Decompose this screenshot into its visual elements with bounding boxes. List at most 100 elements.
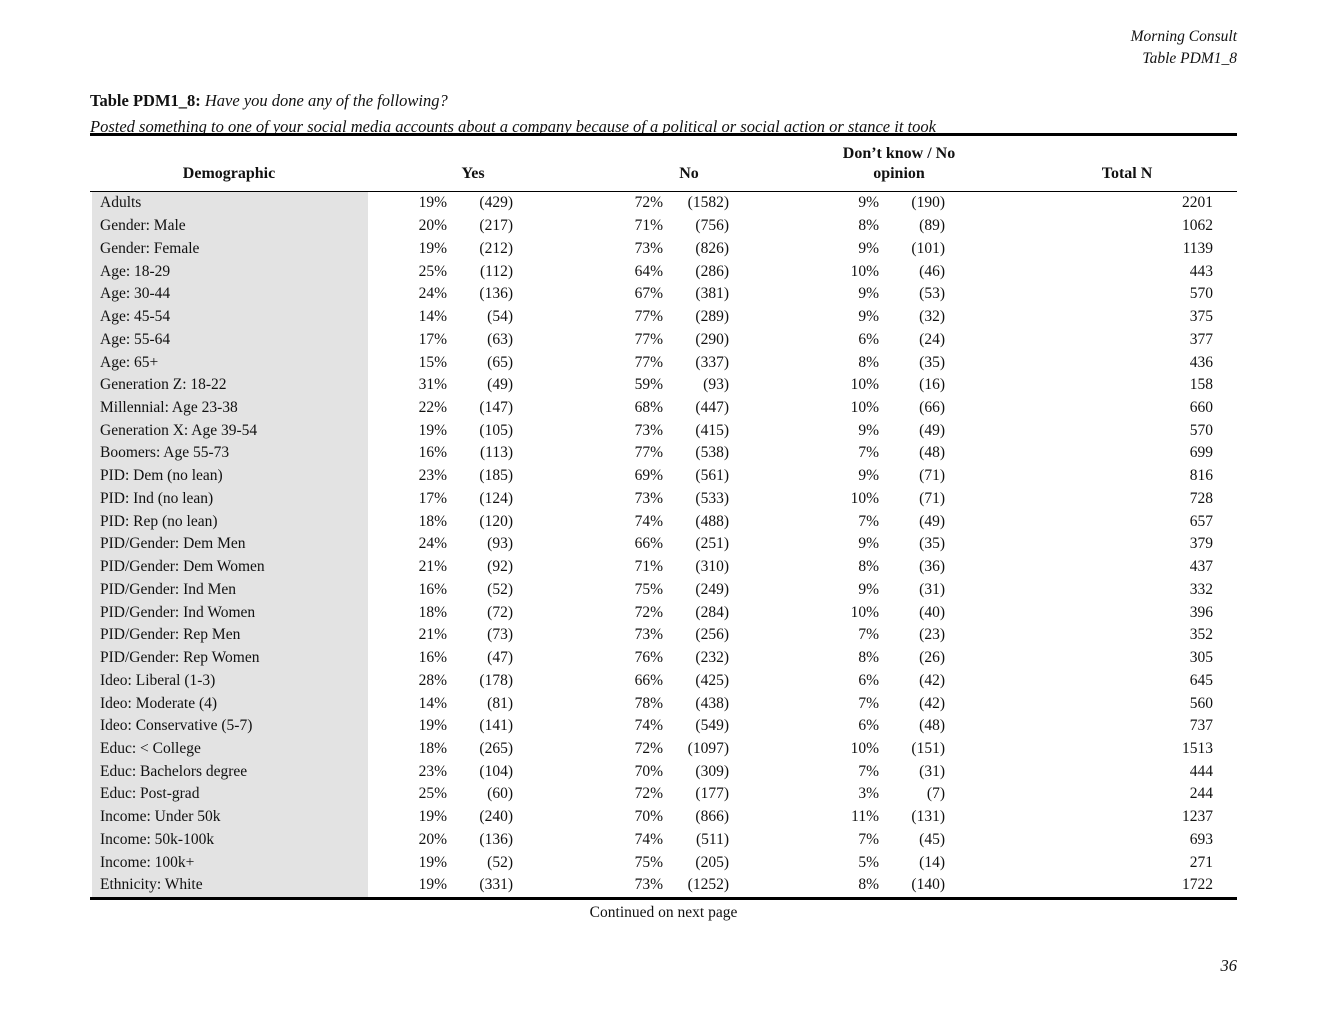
dont-know-count-cell: (48) [919, 444, 945, 462]
table-row: PID/Gender: Rep Men 21% (73) 73% (256) 7… [90, 624, 1237, 647]
dont-know-percent-cell: 7% [858, 512, 879, 530]
dont-know-count-cell: (24) [919, 330, 945, 348]
table-row: Income: 100k+ 19% (52) 75% (205) 5% (14)… [90, 851, 1237, 874]
yes-percent-cell: 17% [418, 489, 447, 507]
table-row: PID: Rep (no lean) 18% (120) 74% (488) 7… [90, 510, 1237, 533]
no-count-cell: (549) [695, 717, 729, 735]
no-count-cell: (256) [695, 626, 729, 644]
yes-count-cell: (52) [487, 853, 513, 871]
no-count-cell: (533) [695, 489, 729, 507]
yes-count-cell: (265) [479, 739, 513, 757]
no-percent-cell: 74% [634, 512, 663, 530]
no-percent-cell: 77% [634, 444, 663, 462]
yes-percent-cell: 23% [418, 762, 447, 780]
total-n-cell: 560 [1189, 694, 1213, 712]
no-count-cell: (286) [695, 262, 729, 280]
yes-count-cell: (73) [487, 626, 513, 644]
dont-know-percent-cell: 10% [850, 603, 879, 621]
dont-know-count-cell: (46) [919, 262, 945, 280]
no-count-cell: (488) [695, 512, 729, 530]
row-demographic-label: Age: 18-29 [100, 262, 171, 280]
row-demographic-label: Gender: Male [100, 217, 186, 235]
dont-know-percent-cell: 9% [858, 308, 879, 326]
dont-know-percent-cell: 3% [858, 785, 879, 803]
row-demographic-label: PID: Ind (no lean) [100, 489, 214, 507]
total-n-cell: 570 [1189, 285, 1213, 303]
dont-know-count-cell: (101) [911, 239, 945, 257]
dont-know-count-cell: (66) [919, 398, 945, 416]
no-percent-cell: 69% [634, 467, 663, 485]
yes-count-cell: (124) [479, 489, 513, 507]
row-demographic-label: PID/Gender: Ind Men [100, 580, 237, 598]
no-percent-cell: 59% [634, 376, 663, 394]
yes-count-cell: (147) [479, 398, 513, 416]
dont-know-percent-cell: 6% [858, 330, 879, 348]
row-demographic-label: PID/Gender: Rep Women [100, 649, 260, 667]
no-percent-cell: 73% [634, 239, 663, 257]
yes-percent-cell: 18% [418, 603, 447, 621]
total-n-cell: 271 [1189, 853, 1213, 871]
dont-know-percent-cell: 10% [850, 398, 879, 416]
table-title-question: Have you done any of the following? [204, 91, 448, 110]
table-row: PID: Dem (no lean) 23% (185) 69% (561) 9… [90, 465, 1237, 488]
dont-know-percent-cell: 7% [858, 694, 879, 712]
row-demographic-label: PID/Gender: Dem Women [100, 558, 265, 576]
row-demographic-label: Ethnicity: White [100, 876, 203, 894]
dont-know-count-cell: (140) [911, 876, 945, 894]
row-demographic-label: Income: Under 50k [100, 808, 221, 826]
no-count-cell: (93) [703, 376, 729, 394]
total-n-cell: 158 [1189, 376, 1213, 394]
total-n-cell: 1513 [1182, 739, 1213, 757]
dont-know-percent-cell: 9% [858, 580, 879, 598]
yes-count-cell: (429) [479, 194, 513, 212]
total-n-cell: 816 [1189, 467, 1213, 485]
dont-know-percent-cell: 9% [858, 535, 879, 553]
bottom-rule [90, 896, 1237, 900]
no-count-cell: (284) [695, 603, 729, 621]
row-demographic-label: PID/Gender: Ind Women [100, 603, 256, 621]
dont-know-count-cell: (36) [919, 558, 945, 576]
yes-percent-cell: 23% [418, 467, 447, 485]
table-row: PID/Gender: Rep Women 16% (47) 76% (232)… [90, 647, 1237, 670]
dont-know-percent-cell: 7% [858, 762, 879, 780]
no-count-cell: (251) [695, 535, 729, 553]
no-count-cell: (310) [695, 558, 729, 576]
table-title-block: Table PDM1_8: Have you done any of the f… [90, 88, 1240, 140]
total-n-cell: 352 [1189, 626, 1213, 644]
brand-name: Morning Consult [1130, 28, 1237, 45]
yes-count-cell: (47) [487, 649, 513, 667]
table-title-line: Table PDM1_8: Have you done any of the f… [90, 88, 1240, 114]
dont-know-percent-cell: 9% [858, 194, 879, 212]
dont-know-count-cell: (71) [919, 467, 945, 485]
table-row: Ideo: Moderate (4) 14% (81) 78% (438) 7%… [90, 692, 1237, 715]
total-n-cell: 2201 [1182, 194, 1213, 212]
yes-count-cell: (72) [487, 603, 513, 621]
table-row: PID/Gender: Ind Men 16% (52) 75% (249) 9… [90, 578, 1237, 601]
yes-percent-cell: 16% [418, 580, 447, 598]
dont-know-percent-cell: 10% [850, 262, 879, 280]
yes-percent-cell: 22% [418, 398, 447, 416]
dont-know-percent-cell: 7% [858, 444, 879, 462]
total-n-cell: 570 [1189, 421, 1213, 439]
table-row: Gender: Female 19% (212) 73% (826) 9% (1… [90, 237, 1237, 260]
total-n-cell: 728 [1189, 489, 1213, 507]
yes-percent-cell: 21% [418, 626, 447, 644]
no-percent-cell: 72% [634, 194, 663, 212]
dont-know-percent-cell: 8% [858, 876, 879, 894]
dont-know-percent-cell: 10% [850, 376, 879, 394]
dont-know-percent-cell: 11% [851, 808, 879, 826]
table-row: Age: 30-44 24% (136) 67% (381) 9% (53) 5… [90, 283, 1237, 306]
yes-count-cell: (331) [479, 876, 513, 894]
yes-percent-cell: 18% [418, 739, 447, 757]
dont-know-count-cell: (31) [919, 762, 945, 780]
no-percent-cell: 73% [634, 489, 663, 507]
yes-count-cell: (120) [479, 512, 513, 530]
yes-percent-cell: 15% [418, 353, 447, 371]
yes-count-cell: (240) [479, 808, 513, 826]
table-row: Educ: < College 18% (265) 72% (1097) 10%… [90, 738, 1237, 761]
row-demographic-label: Income: 50k-100k [100, 830, 215, 848]
dont-know-count-cell: (190) [911, 194, 945, 212]
table-row: Age: 45-54 14% (54) 77% (289) 9% (32) 37… [90, 306, 1237, 329]
no-count-cell: (425) [695, 671, 729, 689]
no-percent-cell: 67% [634, 285, 663, 303]
